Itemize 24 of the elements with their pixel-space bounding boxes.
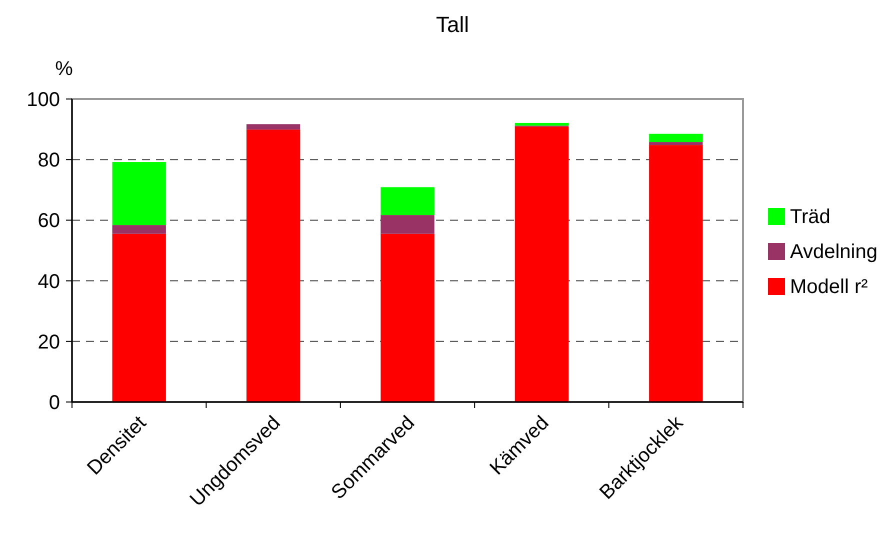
bar bbox=[380, 187, 434, 216]
y-tick-label: 20 bbox=[38, 331, 60, 354]
y-tick-label: 40 bbox=[38, 270, 60, 293]
bar bbox=[112, 225, 166, 234]
bar bbox=[649, 145, 703, 402]
y-tick-label: 100 bbox=[26, 89, 60, 111]
bar bbox=[649, 134, 703, 142]
bar bbox=[514, 126, 569, 402]
y-tick-label: 0 bbox=[48, 392, 60, 414]
legend-label: Träd bbox=[790, 206, 830, 228]
y-tick-label: 80 bbox=[38, 150, 60, 172]
bar bbox=[246, 130, 300, 402]
bar bbox=[514, 122, 569, 126]
bar bbox=[649, 142, 703, 146]
bar bbox=[380, 234, 434, 402]
legend-label: Avdelning bbox=[790, 241, 878, 263]
chart-title: Tall bbox=[436, 12, 470, 37]
bar bbox=[380, 215, 434, 234]
legend-label: Modell r² bbox=[790, 276, 868, 298]
bar bbox=[112, 162, 166, 226]
bar bbox=[112, 234, 166, 402]
y-tick-label: 60 bbox=[38, 210, 60, 232]
y-axis-title: % bbox=[55, 58, 74, 80]
bar bbox=[246, 124, 300, 130]
